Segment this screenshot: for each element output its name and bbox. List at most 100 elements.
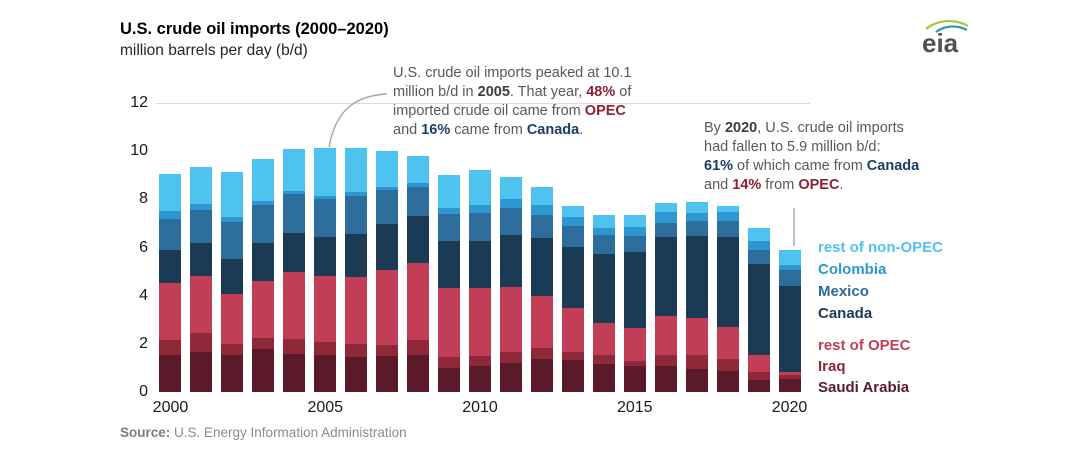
bar-segment-iraq [561, 351, 584, 360]
note-segment: of which came from [733, 158, 867, 174]
bar-segment-rest-of-non-opec [499, 176, 522, 200]
bar-segment-iraq [747, 371, 770, 380]
bar-segment-canada [376, 224, 399, 270]
bar-segment-saudi-arabia [747, 379, 770, 392]
bar-2002 [217, 103, 248, 392]
bar-segment-colombia [592, 228, 615, 236]
bar-2007 [372, 103, 403, 392]
bar-segment-canada [716, 237, 739, 327]
bar-segment-rest-of-non-opec [592, 215, 615, 229]
logo-swoosh-teal [935, 25, 968, 33]
bar-segment-saudi-arabia [283, 354, 306, 392]
chart-subtitle: million barrels per day (b/d) [120, 42, 308, 59]
bar-segment-rest-of-opec [159, 282, 182, 341]
bar-segment-rest-of-non-opec [159, 173, 182, 212]
note-line: and 16% came from Canada. [393, 121, 703, 140]
note-segment: 14% [732, 177, 762, 193]
bar-segment-rest-of-opec [469, 288, 491, 356]
bar-segment-colombia [685, 213, 708, 222]
bar-2001 [186, 103, 217, 392]
bar-segment-colombia [345, 192, 368, 196]
logo-text: eia [922, 28, 959, 58]
bar-segment-canada [252, 243, 275, 281]
bar-segment-mexico [252, 205, 275, 244]
bar-segment-rest-of-opec [252, 280, 275, 338]
y-tick-12: 12 [130, 94, 148, 111]
bar-segment-iraq [252, 337, 275, 350]
bar-segment-rest-of-opec [654, 315, 677, 356]
bar-segment-colombia [716, 212, 739, 222]
bar-segment-saudi-arabia [778, 379, 801, 392]
note-segment: U.S. crude oil imports peaked at 10.1 [393, 65, 632, 81]
bar-segment-mexico [221, 222, 244, 259]
note-segment: million b/d in [393, 84, 478, 100]
bar-segment-saudi-arabia [159, 355, 182, 392]
bar-segment-canada [190, 243, 213, 277]
bar-segment-canada [592, 254, 615, 324]
note-segment: 2020 [724, 120, 758, 136]
bar-segment-saudi-arabia [654, 365, 677, 392]
bar-segment-saudi-arabia [407, 355, 430, 392]
bar-segment-saudi-arabia [685, 369, 708, 392]
note-segment: . [839, 177, 844, 193]
bar-segment-rest-of-non-opec [221, 171, 244, 217]
bar-segment-saudi-arabia [623, 366, 646, 392]
bar-segment-rest-of-opec [778, 371, 801, 376]
bar-segment-colombia [623, 226, 646, 236]
bar-2014 [588, 103, 619, 392]
bar-segment-saudi-arabia [252, 349, 275, 392]
note-segment: and [393, 122, 422, 138]
bar-segment-rest-of-opec [530, 296, 553, 348]
bar-segment-rest-of-non-opec [407, 156, 430, 183]
note-segment: , U.S. crude oil imports [757, 120, 904, 136]
note-segment: came from [450, 122, 527, 138]
bar-segment-rest-of-opec [561, 308, 584, 352]
bar-segment-canada [438, 240, 461, 288]
bar-segment-saudi-arabia [561, 359, 584, 392]
bar-segment-canada [778, 285, 801, 372]
bar-segment-rest-of-opec [407, 262, 430, 340]
plot-area [155, 103, 805, 392]
bar-segment-iraq [159, 340, 182, 356]
bar-2017 [681, 103, 712, 392]
legend-colombia: Colombia [818, 261, 887, 278]
bar-segment-mexico [499, 208, 522, 235]
note-segment: . That year, [509, 84, 587, 100]
bar-segment-saudi-arabia [469, 365, 491, 392]
bar-segment-rest-of-non-opec [314, 148, 337, 196]
bar-segment-iraq [685, 354, 708, 370]
x-tick-2005: 2005 [307, 399, 344, 416]
bar-segment-colombia [778, 264, 801, 270]
legend-rest-of-non-opec: rest of non-OPEC [818, 239, 944, 256]
bar-segment-iraq [314, 342, 337, 355]
bar-segment-rest-of-non-opec [345, 148, 368, 193]
bar-segment-rest-of-opec [685, 318, 708, 355]
bar-segment-colombia [221, 216, 244, 223]
note-line: million b/d in 2005. That year, 48% of [393, 83, 703, 102]
eia-logo-graphic: eia [922, 20, 969, 58]
legend-canada: Canada [818, 305, 873, 322]
bar-segment-canada [159, 250, 182, 283]
bar-segment-rest-of-opec [221, 293, 244, 345]
bar-segment-saudi-arabia [190, 352, 213, 392]
bar-segment-iraq [530, 347, 553, 360]
bar-segment-rest-of-opec [499, 287, 522, 353]
note-segment: Canada [526, 122, 580, 138]
bar-segment-saudi-arabia [716, 371, 739, 392]
bar-segment-iraq [221, 344, 244, 355]
bar-2004 [279, 103, 310, 392]
bar-segment-saudi-arabia [376, 356, 399, 392]
legend-iraq: Iraq [818, 358, 846, 375]
bar-segment-iraq [778, 375, 801, 380]
source-text: U.S. Energy Information Administration [170, 425, 407, 440]
bar-segment-rest-of-opec [623, 328, 646, 361]
bar-segment-saudi-arabia [530, 359, 553, 392]
bar-segment-rest-of-non-opec [623, 215, 646, 227]
bar-segment-mexico [283, 194, 306, 233]
note-segment: 61% [704, 158, 734, 174]
bar-2013 [557, 103, 588, 392]
bar-segment-canada [283, 232, 306, 272]
bar-segment-colombia [747, 240, 770, 250]
bar-segment-canada [654, 236, 677, 316]
x-tick-2010: 2010 [462, 399, 498, 416]
